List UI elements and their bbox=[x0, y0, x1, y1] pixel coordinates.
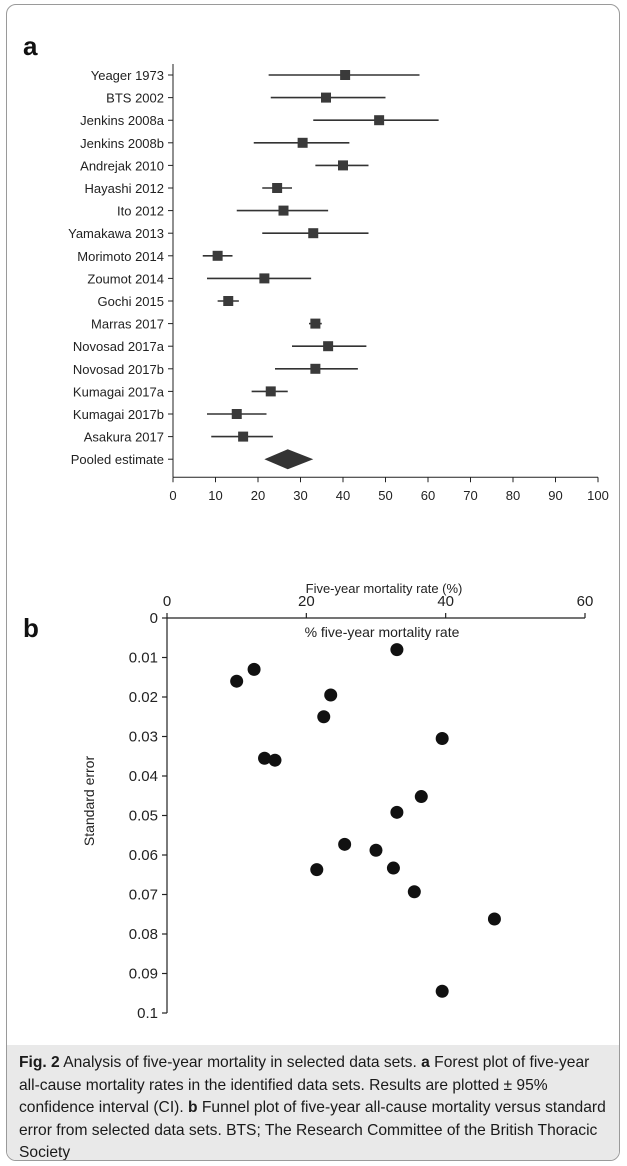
forest-axes bbox=[168, 64, 599, 483]
point-estimate-marker bbox=[223, 296, 234, 306]
pooled-estimate-diamond bbox=[264, 449, 314, 470]
forest-study-label: Gochi 2015 bbox=[98, 294, 165, 309]
forest-x-tick-label: 70 bbox=[463, 488, 477, 503]
funnel-data-point bbox=[268, 753, 282, 767]
point-estimate-marker bbox=[259, 273, 270, 284]
point-estimate-marker bbox=[338, 160, 348, 171]
caption-b-letter: b bbox=[188, 1099, 198, 1117]
point-estimate-marker bbox=[323, 341, 334, 352]
forest-plot: a Yeager 1973 BTS 2002 Jenkins 2008a Jenkin… bbox=[23, 31, 609, 596]
point-estimate-marker bbox=[310, 363, 321, 374]
forest-x-tick-label: 100 bbox=[587, 488, 609, 503]
caption-a-letter: a bbox=[421, 1054, 430, 1071]
funnel-data-point bbox=[390, 643, 404, 657]
caption-text-2: Forest plot of five-year all-cause morta… bbox=[19, 1054, 590, 1117]
forest-study-label: Novosad 2017b bbox=[73, 362, 164, 377]
forest-study-labels: Yeager 1973 BTS 2002 Jenkins 2008a Jenkins … bbox=[68, 68, 165, 467]
point-estimate-marker bbox=[340, 70, 351, 80]
funnel-y-tick-label: 0.05 bbox=[129, 808, 158, 825]
funnel-x-axis-label: % five-year mortality rate bbox=[305, 624, 460, 640]
forest-x-axis-label: Five-year mortality rate (%) bbox=[306, 581, 463, 596]
funnel-axes bbox=[162, 613, 586, 1014]
forest-study-label: Asakura 2017 bbox=[84, 430, 164, 445]
forest-x-tick-label: 10 bbox=[208, 488, 222, 503]
funnel-y-tick-label: 0.03 bbox=[129, 729, 158, 746]
funnel-y-tick-label: 0.02 bbox=[129, 689, 158, 706]
caption-fig-label: Fig. 2 bbox=[19, 1054, 60, 1071]
funnel-y-tick-label: 0.04 bbox=[129, 768, 158, 785]
forest-study-label: Morimoto 2014 bbox=[77, 249, 164, 264]
forest-study-label: Yeager 1973 bbox=[91, 68, 164, 83]
funnel-data-point bbox=[258, 751, 272, 765]
forest-x-tick-label: 90 bbox=[548, 488, 562, 503]
funnel-data-point bbox=[338, 837, 352, 851]
forest-x-tick-label: 20 bbox=[251, 488, 265, 503]
funnel-data-point bbox=[324, 688, 338, 702]
caption-text-1: Analysis of five-year mortality in selec… bbox=[59, 1054, 422, 1071]
point-estimate-marker bbox=[231, 409, 242, 419]
forest-study-label: Hayashi 2012 bbox=[85, 181, 165, 196]
forest-study-label: Kumagai 2017b bbox=[73, 407, 164, 422]
point-estimate-marker bbox=[310, 318, 321, 329]
forest-study-label: Jenkins 2008b bbox=[80, 136, 164, 151]
point-estimate-marker bbox=[265, 386, 276, 397]
funnel-y-tick-label: 0.08 bbox=[129, 926, 158, 943]
funnel-data-point bbox=[407, 885, 421, 899]
forest-study-label: Yamakawa 2013 bbox=[68, 226, 164, 241]
funnel-data-point bbox=[414, 790, 428, 804]
point-estimate-marker bbox=[212, 250, 223, 261]
funnel-y-tick-label: 0 bbox=[150, 610, 158, 627]
point-estimate-marker bbox=[238, 431, 249, 442]
caption-text-3: Funnel plot of five-year all-cause morta… bbox=[19, 1099, 606, 1161]
funnel-y-tick-label: 0.1 bbox=[137, 1005, 158, 1022]
forest-study-label: BTS 2002 bbox=[106, 91, 164, 106]
funnel-data-point bbox=[247, 662, 261, 676]
forest-marks bbox=[202, 70, 439, 470]
point-estimate-marker bbox=[272, 183, 283, 193]
forest-x-tick-labels: 0 10 20 30 40 50 60 70 80 90 100 bbox=[169, 488, 608, 503]
funnel-points bbox=[230, 643, 501, 998]
funnel-data-point bbox=[386, 861, 400, 875]
forest-study-label: Novosad 2017a bbox=[73, 339, 165, 354]
forest-study-label: Andrejak 2010 bbox=[80, 158, 164, 173]
forest-study-label: Kumagai 2017a bbox=[73, 384, 165, 399]
forest-x-tick-label: 60 bbox=[421, 488, 435, 503]
forest-x-tick-label: 50 bbox=[378, 488, 392, 503]
funnel-data-point bbox=[390, 805, 404, 819]
funnel-y-tick-label: 0.09 bbox=[129, 966, 158, 983]
panel-a-letter: a bbox=[23, 31, 38, 61]
point-estimate-marker bbox=[297, 137, 308, 148]
point-estimate-marker bbox=[278, 205, 289, 216]
forest-study-label: Zoumot 2014 bbox=[87, 271, 164, 286]
forest-x-tick-label: 30 bbox=[293, 488, 307, 503]
forest-x-tick-label: 0 bbox=[169, 488, 176, 503]
point-estimate-marker bbox=[308, 228, 319, 239]
forest-study-label: Marras 2017 bbox=[91, 317, 164, 332]
figure-frame: a Yeager 1973 BTS 2002 Jenkins 2008a Jenkin… bbox=[6, 4, 620, 1161]
point-estimate-marker bbox=[321, 92, 331, 103]
panel-b-letter: b bbox=[23, 613, 39, 643]
funnel-y-tick-label: 0.07 bbox=[129, 887, 158, 904]
funnel-data-point bbox=[435, 731, 449, 745]
funnel-data-point bbox=[487, 912, 501, 926]
funnel-y-tick-label: 0.01 bbox=[129, 650, 158, 667]
forest-study-label: Pooled estimate bbox=[71, 452, 164, 467]
funnel-data-point bbox=[310, 863, 324, 877]
funnel-y-axis-label: Standard error bbox=[81, 756, 97, 847]
figure-caption: Fig. 2 Analysis of five-year mortality i… bbox=[7, 1045, 619, 1161]
forest-study-label: Ito 2012 bbox=[117, 204, 164, 219]
funnel-data-point bbox=[230, 674, 244, 688]
funnel-y-tick-label: 0.06 bbox=[129, 847, 158, 864]
forest-x-tick-label: 80 bbox=[506, 488, 520, 503]
funnel-tick-labels: 0 20 40 6000.010.020.030.040.050.060.070.08… bbox=[129, 593, 594, 1022]
forest-study-label: Jenkins 2008a bbox=[80, 113, 165, 128]
funnel-data-point bbox=[435, 984, 449, 998]
point-estimate-marker bbox=[374, 115, 385, 126]
forest-x-tick-label: 40 bbox=[336, 488, 350, 503]
funnel-data-point bbox=[369, 843, 383, 857]
funnel-data-point bbox=[317, 710, 331, 724]
